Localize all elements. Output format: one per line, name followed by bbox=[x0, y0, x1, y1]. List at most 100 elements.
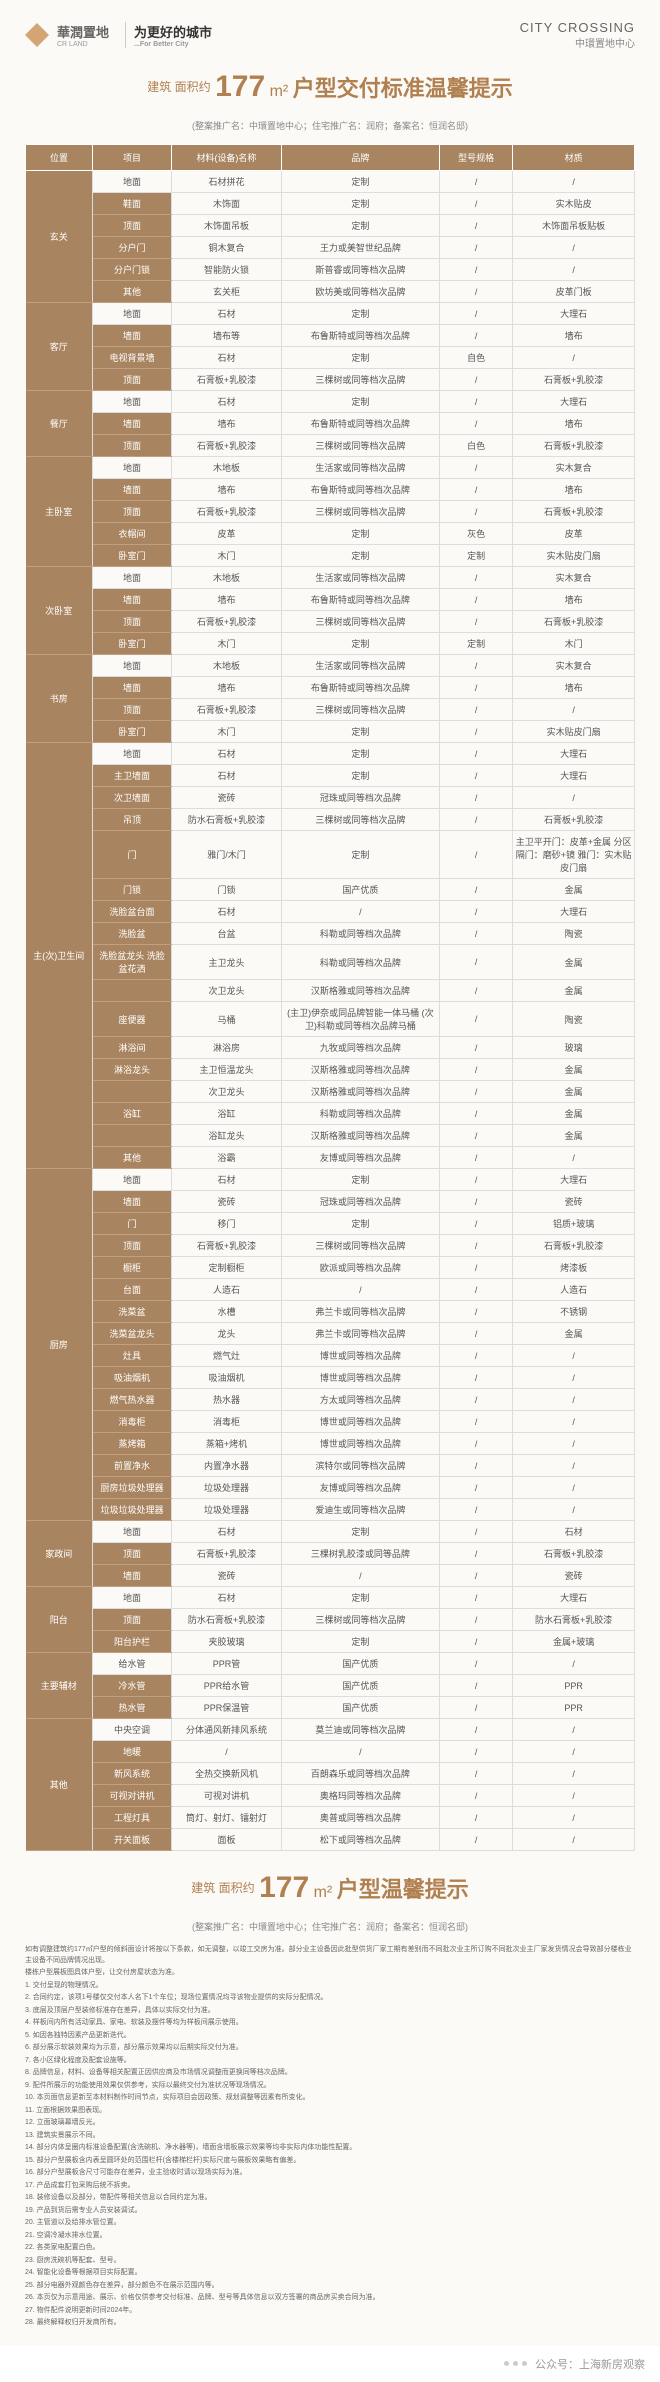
table-cell: / bbox=[440, 901, 513, 923]
table-cell: 座便器 bbox=[92, 1002, 171, 1037]
table-cell: / bbox=[281, 1565, 439, 1587]
table-cell: 吸油烟机 bbox=[172, 1367, 282, 1389]
table-cell: 定制 bbox=[281, 303, 439, 325]
table-row: 前置净水内置净水器滨特尔或同等档次品牌// bbox=[26, 1455, 635, 1477]
table-cell: / bbox=[440, 567, 513, 589]
table-cell: 门 bbox=[92, 1213, 171, 1235]
table-cell: 国产优质 bbox=[281, 1675, 439, 1697]
table-row: 厨房地面石材定制/大理石 bbox=[26, 1169, 635, 1191]
table-cell: 金属 bbox=[513, 980, 635, 1002]
table-cell: 定制 bbox=[281, 1169, 439, 1191]
table-cell: 木门 bbox=[172, 721, 282, 743]
table-row: 热水管PPR保温管国产优质/PPR bbox=[26, 1697, 635, 1719]
note-line: 17. 产品成套打包采购后统不拆卖。 bbox=[25, 2181, 635, 2192]
table-cell: 给水管 bbox=[92, 1653, 171, 1675]
table-cell: / bbox=[513, 1455, 635, 1477]
table-cell: 阳台 bbox=[26, 1587, 93, 1653]
table-cell: 斯普睿或同等档次品牌 bbox=[281, 259, 439, 281]
tagline: 为更好的城市 ...For Better City bbox=[125, 22, 212, 48]
note-line: 3. 底层及顶层户型装修标准存在差异，具体以实际交付为准。 bbox=[25, 2006, 635, 2017]
table-cell: 石膏板+乳胶漆 bbox=[172, 699, 282, 721]
table-cell: / bbox=[440, 589, 513, 611]
table-cell: 其他 bbox=[92, 281, 171, 303]
table-cell: / bbox=[440, 699, 513, 721]
table-cell: 大理石 bbox=[513, 303, 635, 325]
table-row: 座便器马桶(主卫)伊奈或同品牌智能一体马桶 (次卫)科勒或同等档次品牌马桶/陶瓷 bbox=[26, 1002, 635, 1037]
table-cell: 玻璃 bbox=[513, 1037, 635, 1059]
table-row: 洗菜盆水槽弗兰卡或同等档次品牌/不锈钢 bbox=[26, 1301, 635, 1323]
note-line: 21. 空调冷凝水排水位置。 bbox=[25, 2231, 635, 2242]
table-cell: 友博或同等档次品牌 bbox=[281, 1147, 439, 1169]
table-cell: PPR bbox=[513, 1675, 635, 1697]
table-cell: 金属 bbox=[513, 1059, 635, 1081]
note-line: 26. 本页仅为示意用途、展示、价格仅供参考交付标准、品牌、型号等具体信息以双方… bbox=[25, 2293, 635, 2304]
table-cell: / bbox=[440, 1191, 513, 1213]
table-cell: 主要辅材 bbox=[26, 1653, 93, 1719]
table-cell: / bbox=[440, 1521, 513, 1543]
table-row: 客厅地面石材定制/大理石 bbox=[26, 303, 635, 325]
table-cell: 墙布 bbox=[513, 479, 635, 501]
header: 華潤置地 CR LAND 为更好的城市 ...For Better City C… bbox=[25, 20, 635, 50]
table-cell: / bbox=[440, 193, 513, 215]
note-line: 如有调整建筑约177㎡户型的倾斜面设计将按以下条款，如无调整，以竣工交房为准。部… bbox=[25, 1945, 635, 1966]
table-cell: / bbox=[440, 1807, 513, 1829]
table-cell: 石膏板+乳胶漆 bbox=[513, 501, 635, 523]
notes: 如有调整建筑约177㎡户型的倾斜面设计将按以下条款，如无调整，以竣工交房为准。部… bbox=[25, 1945, 635, 2329]
table-cell: 地面 bbox=[92, 743, 171, 765]
table-row: 电视背景墙石材定制自色/ bbox=[26, 347, 635, 369]
note-line: 11. 立面根据效果图表现。 bbox=[25, 2106, 635, 2117]
table-cell: 陶瓷 bbox=[513, 923, 635, 945]
table-row: 顶面防水石膏板+乳胶漆三棵树或同等档次品牌/防水石膏板+乳胶漆 bbox=[26, 1609, 635, 1631]
note-line: 7. 各小区绿化程度及配套设施等。 bbox=[25, 2056, 635, 2067]
table-cell: PPR bbox=[513, 1697, 635, 1719]
table-cell: 三棵树或同等档次品牌 bbox=[281, 699, 439, 721]
note-line: 23. 厨房洗碗机等配套、型号。 bbox=[25, 2256, 635, 2267]
table-cell: 冷水管 bbox=[92, 1675, 171, 1697]
table-row: 顶面石膏板+乳胶漆三棵树或同等档次品牌/石膏板+乳胶漆 bbox=[26, 1235, 635, 1257]
table-cell: 墙面 bbox=[92, 479, 171, 501]
table-row: 墙面瓷砖冠珠或同等档次品牌/瓷砖 bbox=[26, 1191, 635, 1213]
table-cell: 浴霸 bbox=[172, 1147, 282, 1169]
table-cell: / bbox=[440, 1323, 513, 1345]
table-cell: / bbox=[513, 1499, 635, 1521]
col-header: 材质 bbox=[513, 145, 635, 171]
table-cell: 主卫龙头 bbox=[172, 945, 282, 980]
table-cell: PPR给水管 bbox=[172, 1675, 282, 1697]
table-cell: 定制 bbox=[281, 1213, 439, 1235]
table-cell: 次卧室 bbox=[26, 567, 93, 655]
table-cell: 弗兰卡或同等档次品牌 bbox=[281, 1301, 439, 1323]
table-row: 洗脸盆台盆科勒或同等档次品牌/陶瓷 bbox=[26, 923, 635, 945]
table-row: 门移门定制/铝质+玻璃 bbox=[26, 1213, 635, 1235]
table-row: 顶面木饰面吊板定制/木饰面吊板贴板 bbox=[26, 215, 635, 237]
table-row: 吸油烟机吸油烟机博世或同等档次品牌// bbox=[26, 1367, 635, 1389]
table-cell: 墙布 bbox=[513, 325, 635, 347]
table-row: 燃气热水器热水器方太或同等档次品牌// bbox=[26, 1389, 635, 1411]
table-cell: 墙布 bbox=[172, 677, 282, 699]
table-cell: 墙布 bbox=[172, 413, 282, 435]
table-cell: 洗菜盆 bbox=[92, 1301, 171, 1323]
table-cell: / bbox=[440, 1103, 513, 1125]
table-cell: / bbox=[440, 501, 513, 523]
table-cell: 墙布 bbox=[513, 413, 635, 435]
note-line: 6. 部分展示软装效果均为示意，部分展示效果均以后期实际交付为准。 bbox=[25, 2043, 635, 2054]
table-cell: 墙面 bbox=[92, 1191, 171, 1213]
table-row: 消毒柜消毒柜博世或同等档次品牌// bbox=[26, 1411, 635, 1433]
table-cell: 雅门/木门 bbox=[172, 831, 282, 879]
table-cell: 欧派或同等档次品牌 bbox=[281, 1257, 439, 1279]
note-line: 27. 物件配件说明更新时间2024年。 bbox=[25, 2306, 635, 2317]
table-cell: 石膏板+乳胶漆 bbox=[172, 435, 282, 457]
table-cell: 定制 bbox=[281, 765, 439, 787]
table-cell: 人造石 bbox=[513, 1279, 635, 1301]
table-cell: / bbox=[440, 1257, 513, 1279]
table-cell: 莫兰迪或同等档次品牌 bbox=[281, 1719, 439, 1741]
table-cell: 生活家或同等档次品牌 bbox=[281, 457, 439, 479]
table-cell: 金属 bbox=[513, 1103, 635, 1125]
table-cell: 实木复合 bbox=[513, 457, 635, 479]
table-cell: 主卫平开门：皮革+金属 分区隔门：磨砂+镜 雅门：实木贴皮门扇 bbox=[513, 831, 635, 879]
table-cell: 自色 bbox=[440, 347, 513, 369]
table-cell: / bbox=[440, 743, 513, 765]
table-row: 顶面石膏板+乳胶漆三棵树或同等档次品牌白色石膏板+乳胶漆 bbox=[26, 435, 635, 457]
table-row: 主卧室地面木地板生活家或同等档次品牌/实木复合 bbox=[26, 457, 635, 479]
table-cell: 汉斯格雅或同等档次品牌 bbox=[281, 1125, 439, 1147]
table-cell: / bbox=[440, 281, 513, 303]
